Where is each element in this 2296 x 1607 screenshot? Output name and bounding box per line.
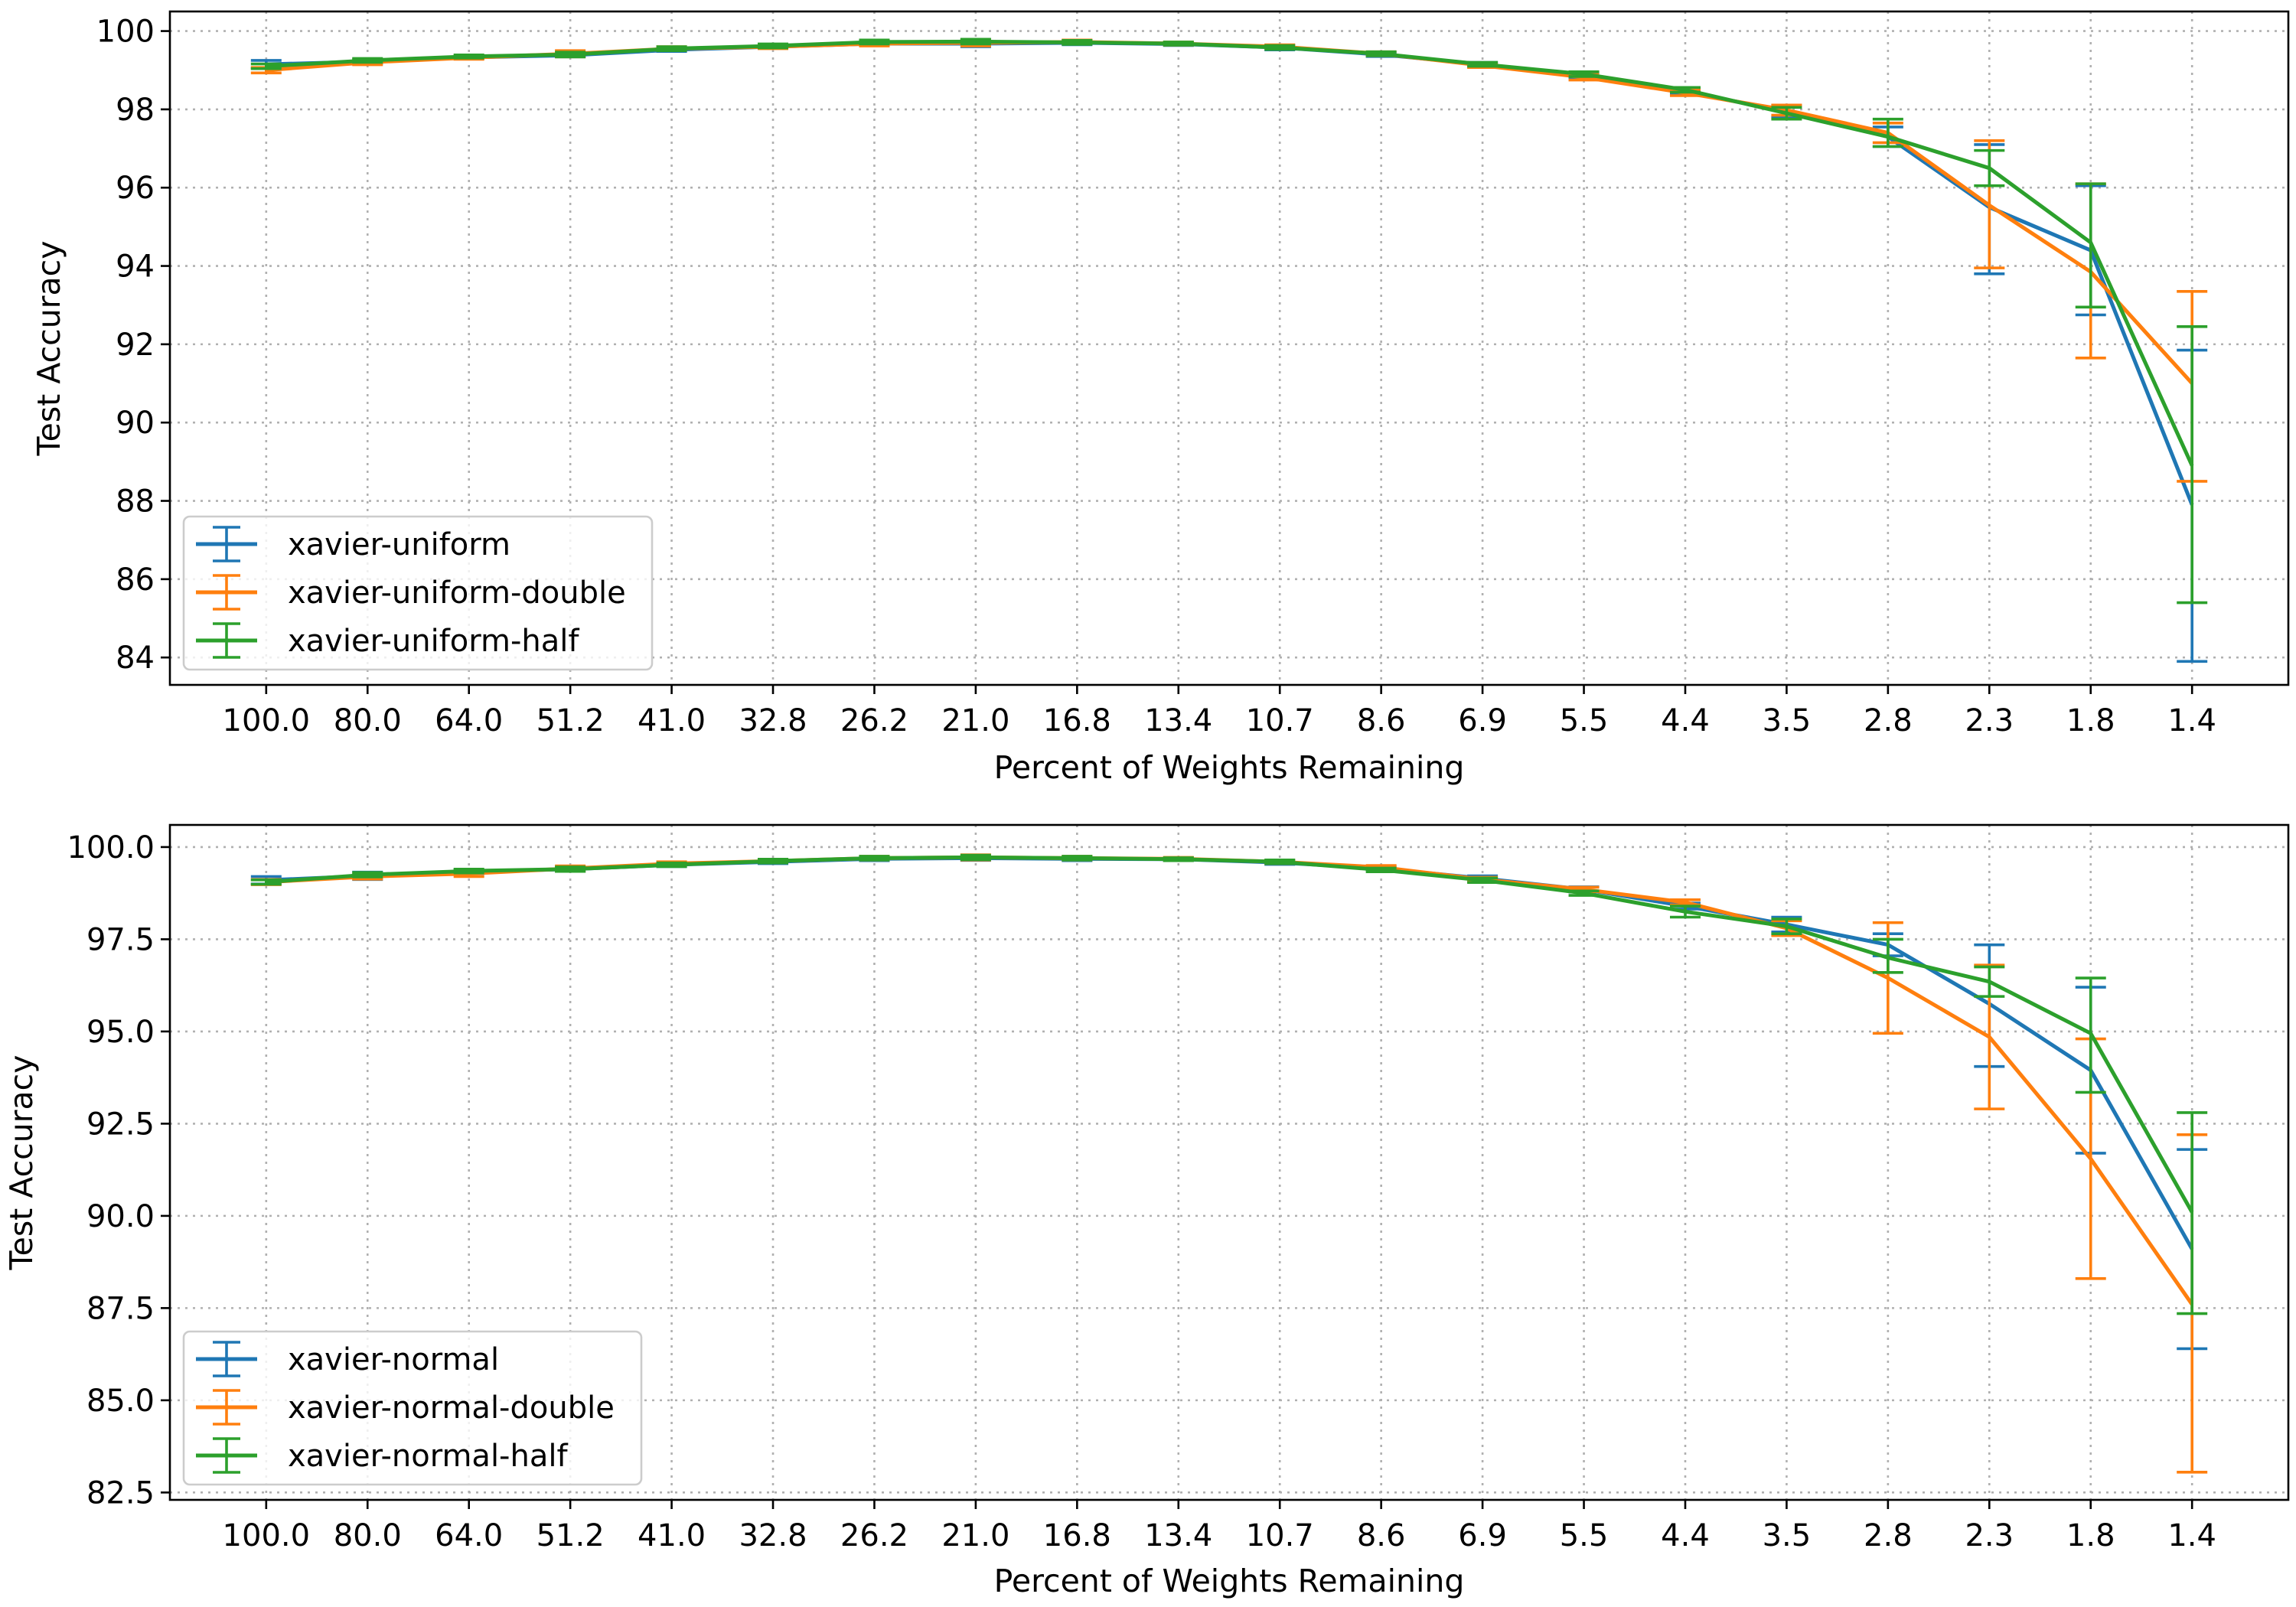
- x-tick-label: 64.0: [435, 1518, 503, 1553]
- legend-handle-xavier-normal: [196, 1341, 257, 1377]
- legend-handle-xavier-normal-double: [196, 1389, 257, 1426]
- legend-label-xavier-normal-double: xavier-normal-double: [288, 1390, 615, 1426]
- y-tick-label: 95.0: [86, 1015, 155, 1050]
- x-tick-label: 6.9: [1458, 1518, 1507, 1553]
- y-tick-label: 94: [116, 249, 155, 285]
- bottom-chart-ticks: 100.0 80.0 64.0 51.2 41.0 32.8 26.2 21.0 16.8 13.…: [67, 830, 2216, 1553]
- legend-label-xavier-normal-half: xavier-normal-half: [288, 1439, 568, 1474]
- x-tick-label: 2.8: [1864, 703, 1913, 738]
- x-tick-label: 80.0: [334, 1518, 402, 1553]
- x-tick-label: 16.8: [1043, 703, 1111, 738]
- legend-handle-xavier-uniform: [196, 526, 257, 562]
- x-tick-label: 1.8: [2066, 703, 2115, 738]
- x-tick-label: 64.0: [435, 703, 503, 738]
- x-tick-label: 100.0: [223, 703, 311, 738]
- legend-label-xavier-normal: xavier-normal: [288, 1342, 499, 1377]
- legend-label-xavier-uniform-half: xavier-uniform-half: [288, 624, 579, 659]
- y-tick-label: 84: [116, 641, 155, 676]
- y-tick-label: 88: [116, 484, 155, 520]
- legend-item-xavier-uniform-half: xavier-uniform-half: [196, 622, 579, 659]
- series-xavier-normal-half: [250, 853, 2208, 1315]
- x-tick-label: 32.8: [739, 1518, 807, 1553]
- y-tick-label: 96: [116, 171, 155, 206]
- x-tick-label: 13.4: [1144, 1518, 1212, 1553]
- y-tick-label: 86: [116, 562, 155, 598]
- x-tick-label: 32.8: [739, 703, 807, 738]
- legend-item-xavier-normal: xavier-normal: [196, 1341, 499, 1377]
- top-chart-x-axis-label: Percent of Weights Remaining: [994, 749, 1465, 786]
- series-xavier-uniform-half: [250, 37, 2208, 605]
- y-tick-label: 90.0: [86, 1199, 155, 1234]
- top-chart-legend: xavier-uniform xavier-uniform-double xav…: [182, 515, 654, 671]
- y-tick-label: 90: [116, 406, 155, 441]
- x-tick-label: 2.3: [1965, 1518, 2014, 1553]
- x-tick-label: 21.0: [941, 703, 1009, 738]
- x-tick-label: 13.4: [1144, 703, 1212, 738]
- x-tick-label: 51.2: [536, 1518, 605, 1553]
- x-tick-label: 4.4: [1661, 703, 1710, 738]
- x-tick-label: 6.9: [1458, 703, 1507, 738]
- y-tick-label: 92.5: [86, 1107, 155, 1142]
- x-tick-label: 16.8: [1043, 1518, 1111, 1553]
- legend-label-xavier-uniform: xavier-uniform: [288, 527, 510, 562]
- x-tick-label: 2.8: [1864, 1518, 1913, 1553]
- legend-item-xavier-normal-double: xavier-normal-double: [196, 1389, 615, 1426]
- x-tick-label: 3.5: [1763, 703, 1812, 738]
- x-tick-label: 8.6: [1357, 1518, 1406, 1553]
- x-tick-label: 100.0: [223, 1518, 311, 1553]
- y-tick-label: 92: [116, 328, 155, 363]
- x-tick-label: 80.0: [334, 703, 402, 738]
- y-tick-label: 87.5: [86, 1291, 155, 1326]
- bottom-chart-x-axis-label: Percent of Weights Remaining: [994, 1563, 1465, 1599]
- top-chart-plot-area: [250, 37, 2208, 663]
- error-bar: [1872, 117, 1903, 148]
- x-tick-label: 3.5: [1763, 1518, 1812, 1553]
- y-tick-label: 100: [96, 15, 155, 50]
- legend-handle-xavier-normal-half: [196, 1437, 257, 1474]
- legend-label-xavier-uniform-double: xavier-uniform-double: [288, 575, 626, 611]
- legend-handle-xavier-uniform-double: [196, 574, 257, 611]
- x-tick-label: 8.6: [1357, 703, 1406, 738]
- top-chart-y-axis-label: Test Accuracy: [31, 241, 67, 457]
- y-tick-label: 100.0: [67, 830, 155, 865]
- legend-item-xavier-uniform-double: xavier-uniform-double: [196, 574, 626, 611]
- series-line-xavier-normal-half: [266, 855, 2194, 1214]
- x-tick-label: 10.7: [1246, 703, 1314, 738]
- x-tick-label: 5.5: [1560, 1518, 1609, 1553]
- x-tick-label: 51.2: [536, 703, 605, 738]
- bottom-chart-plot-area: [250, 853, 2208, 1474]
- legend-item-xavier-normal-half: xavier-normal-half: [196, 1437, 568, 1474]
- bottom-chart-legend-box: [182, 1330, 643, 1486]
- x-tick-label: 5.5: [1560, 703, 1609, 738]
- x-tick-label: 4.4: [1661, 1518, 1710, 1553]
- x-tick-label: 41.0: [638, 703, 706, 738]
- x-tick-label: 26.2: [840, 1518, 908, 1553]
- top-chart-frame: [168, 10, 2290, 686]
- bottom-chart-y-axis-label: Test Accuracy: [3, 1055, 40, 1271]
- x-tick-label: 26.2: [840, 703, 908, 738]
- x-tick-label: 2.3: [1965, 703, 2014, 738]
- bottom-chart-legend: xavier-normal xavier-normal-double xavie…: [182, 1330, 643, 1486]
- y-tick-label: 97.5: [86, 922, 155, 957]
- y-tick-label: 82.5: [86, 1475, 155, 1511]
- legend-handle-xavier-uniform-half: [196, 622, 257, 659]
- bottom-chart-frame: [168, 823, 2290, 1501]
- x-tick-label: 1.8: [2066, 1518, 2115, 1553]
- x-tick-label: 1.4: [2167, 703, 2216, 738]
- series-line-xavier-uniform-half: [266, 39, 2194, 467]
- bottom-chart-panel: 100.0 80.0 64.0 51.2 41.0 32.8 26.2 21.0 16.8 13.…: [3, 823, 2290, 1599]
- x-tick-label: 41.0: [638, 1518, 706, 1553]
- top-chart-legend-box: [182, 515, 654, 671]
- error-bar: [2177, 1111, 2208, 1315]
- bottom-chart-grid: [170, 825, 2288, 1500]
- x-tick-label: 10.7: [1246, 1518, 1314, 1553]
- x-tick-label: 21.0: [941, 1518, 1009, 1553]
- y-tick-label: 98: [116, 93, 155, 128]
- top-chart-ticks: 100.0 80.0 64.0 51.2 41.0 32.8 26.2 21.0 16.8 13.…: [96, 15, 2216, 738]
- y-tick-label: 85.0: [86, 1384, 155, 1419]
- legend-item-xavier-uniform: xavier-uniform: [196, 526, 510, 562]
- top-chart-panel: 100.0 80.0 64.0 51.2 41.0 32.8 26.2 21.0 16.8 13.…: [31, 10, 2290, 786]
- x-tick-label: 1.4: [2167, 1518, 2216, 1553]
